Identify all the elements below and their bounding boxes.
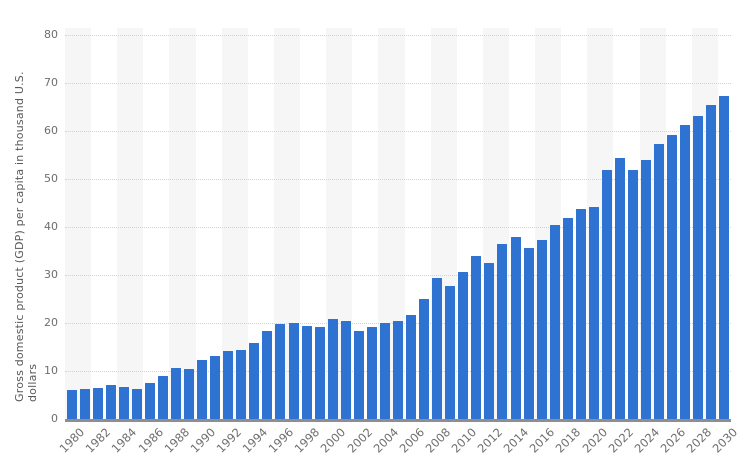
x-tick-label-2008: 2008 [422,425,454,456]
x-tick-label-2022: 2022 [605,425,636,456]
bar-2017[interactable] [549,224,560,419]
bar-1991[interactable] [210,355,221,419]
bar-2018[interactable] [562,217,573,419]
bar-1992[interactable] [223,350,234,419]
gridline-30 [65,275,731,276]
x-axis-line [65,419,731,422]
bar-1981[interactable] [79,389,90,419]
x-tick-label-2024: 2024 [631,425,663,456]
bar-1983[interactable] [105,385,116,419]
bar-2020[interactable] [588,206,599,419]
y-tick-label-30: 30 [44,268,58,281]
x-tick-label-1996: 1996 [265,425,297,456]
x-tick-label-2000: 2000 [318,425,349,456]
bar-1989[interactable] [184,368,195,419]
bar-2010[interactable] [458,271,469,419]
bar-2002[interactable] [353,331,364,419]
bar-2016[interactable] [536,240,547,419]
bar-1996[interactable] [275,324,286,419]
bar-2027[interactable] [680,124,691,419]
x-tick-label-2006: 2006 [396,425,427,456]
bar-2014[interactable] [510,237,521,419]
y-tick-label-50: 50 [44,172,58,186]
x-tick-label-1990: 1990 [187,425,219,456]
bar-1985[interactable] [131,389,142,419]
bar-2021[interactable] [601,169,612,419]
x-tick-label-2002: 2002 [344,425,375,456]
x-tick-label-1994: 1994 [239,425,271,456]
bar-2011[interactable] [471,256,482,419]
x-tick-label-2026: 2026 [657,425,689,456]
x-tick-label-2014: 2014 [500,425,532,456]
bar-2030[interactable] [719,95,730,419]
bar-2015[interactable] [523,247,534,419]
bar-2009[interactable] [445,285,456,419]
bar-1986[interactable] [144,383,155,419]
bar-1999[interactable] [314,326,325,419]
y-tick-label-0: 0 [51,412,58,425]
bar-2029[interactable] [706,105,717,419]
x-tick-label-2016: 2016 [526,425,558,456]
bar-2003[interactable] [366,327,377,419]
bar-2012[interactable] [484,262,495,419]
x-tick-label-1992: 1992 [213,425,245,456]
bar-2005[interactable] [393,320,403,419]
bar-1998[interactable] [301,325,312,419]
gridline-80 [65,35,731,37]
bar-2025[interactable] [654,144,665,419]
bar-2008[interactable] [432,277,443,419]
x-tick-label-2020: 2020 [579,425,610,456]
plot-area [65,28,731,419]
y-tick-label-80: 80 [44,28,58,42]
x-tick-label-1984: 1984 [109,425,140,456]
y-tick-label-20: 20 [44,316,58,329]
bar-2007[interactable] [419,299,430,419]
bar-1993[interactable] [236,350,247,419]
bar-2004[interactable] [379,323,390,419]
x-tick-label-2010: 2010 [448,425,480,456]
bar-1987[interactable] [157,376,168,419]
bar-1988[interactable] [171,368,181,419]
bar-2013[interactable] [497,244,508,419]
bar-2019[interactable] [575,208,586,419]
alt-year-band [117,28,144,419]
y-tick-label-10: 10 [44,364,58,377]
gridline-70 [65,83,731,85]
bar-2028[interactable] [693,115,704,419]
gridline-50 [65,179,731,181]
bar-1982[interactable] [92,388,103,419]
x-tick-label-2028: 2028 [683,425,715,456]
x-tick-label-2030: 2030 [709,425,740,456]
bar-1984[interactable] [118,386,129,419]
gridline-40 [65,227,731,229]
bar-1995[interactable] [262,331,273,419]
alt-year-band [65,28,92,419]
x-tick-label-2018: 2018 [553,425,584,456]
bar-2023[interactable] [628,170,639,419]
x-tick-label-2004: 2004 [370,425,401,456]
bar-2026[interactable] [667,134,678,419]
x-tick-label-1988: 1988 [161,425,192,456]
x-tick-label-1998: 1998 [291,425,323,456]
bar-1997[interactable] [288,323,299,419]
y-tick-label-70: 70 [44,76,58,90]
gridline-60 [65,131,731,133]
y-tick-label-40: 40 [44,220,58,234]
bar-2006[interactable] [406,314,417,419]
alt-year-band [169,28,196,419]
bar-2024[interactable] [641,160,652,419]
x-tick-label-1986: 1986 [135,425,166,456]
bar-1994[interactable] [249,342,260,419]
bar-1990[interactable] [197,359,208,419]
x-tick-label-2012: 2012 [474,425,506,456]
bar-2000[interactable] [327,318,338,419]
bar-1980[interactable] [66,390,77,419]
bar-2022[interactable] [615,157,625,419]
x-tick-label-1982: 1982 [82,425,114,456]
y-tick-label-60: 60 [44,124,58,138]
x-tick-label-1980: 1980 [56,425,88,456]
bar-2001[interactable] [340,320,351,419]
